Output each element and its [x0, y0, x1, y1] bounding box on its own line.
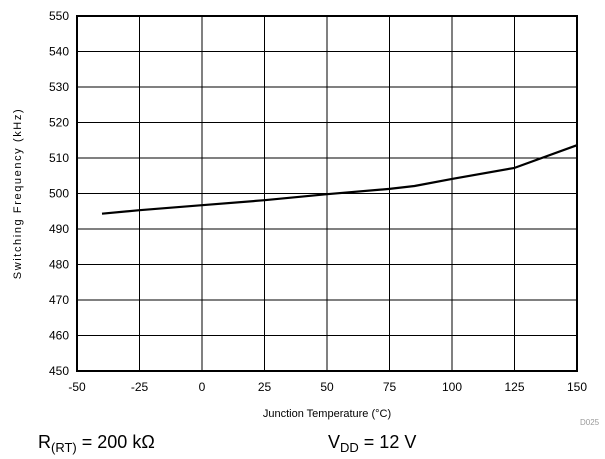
y-tick-label: 450: [49, 364, 69, 378]
y-tick-label: 510: [49, 151, 69, 165]
condition-vdd-value: = 12 V: [359, 432, 417, 452]
condition-vdd-prefix: V: [328, 432, 340, 452]
condition-vdd: VDD = 12 V: [328, 432, 416, 455]
x-tick-label: 150: [567, 380, 587, 394]
condition-rt-subscript: (RT): [51, 440, 77, 455]
y-tick-label: 470: [49, 293, 69, 307]
condition-rt: R(RT) = 200 kΩ: [38, 432, 155, 455]
y-tick-label: 500: [49, 187, 69, 201]
y-tick-label: 520: [49, 116, 69, 130]
condition-vdd-subscript: DD: [340, 440, 359, 455]
y-tick-label: 540: [49, 45, 69, 59]
y-tick-labels: 550 540 530 520 510 500 490 480 470 460 450: [49, 9, 69, 378]
grid: [76, 15, 578, 372]
condition-rt-prefix: R: [38, 432, 51, 452]
series-line: [101, 144, 578, 215]
condition-rt-value: = 200 kΩ: [77, 432, 155, 452]
y-tick-label: 550: [49, 9, 69, 23]
x-tick-label: 25: [258, 380, 272, 394]
plot-frame: [76, 15, 578, 372]
y-tick-label: 480: [49, 258, 69, 272]
x-tick-label: 50: [320, 380, 334, 394]
x-axis-title: Junction Temperature (°C): [263, 408, 391, 420]
series-group: [101, 144, 578, 215]
x-tick-labels: -50 -25 0 25 50 75 100 125 150: [68, 380, 587, 394]
y-axis-title: Switching Frequency (kHz): [12, 108, 24, 279]
y-tick-label: 490: [49, 222, 69, 236]
y-tick-label: 460: [49, 329, 69, 343]
x-tick-label: 125: [504, 380, 524, 394]
x-tick-label: 100: [442, 380, 462, 394]
figure-code-label: D025: [580, 418, 600, 427]
x-tick-label: 75: [383, 380, 397, 394]
x-tick-label: -25: [131, 380, 149, 394]
x-tick-label: 0: [199, 380, 206, 394]
x-tick-label: -50: [68, 380, 86, 394]
y-tick-label: 530: [49, 80, 69, 94]
